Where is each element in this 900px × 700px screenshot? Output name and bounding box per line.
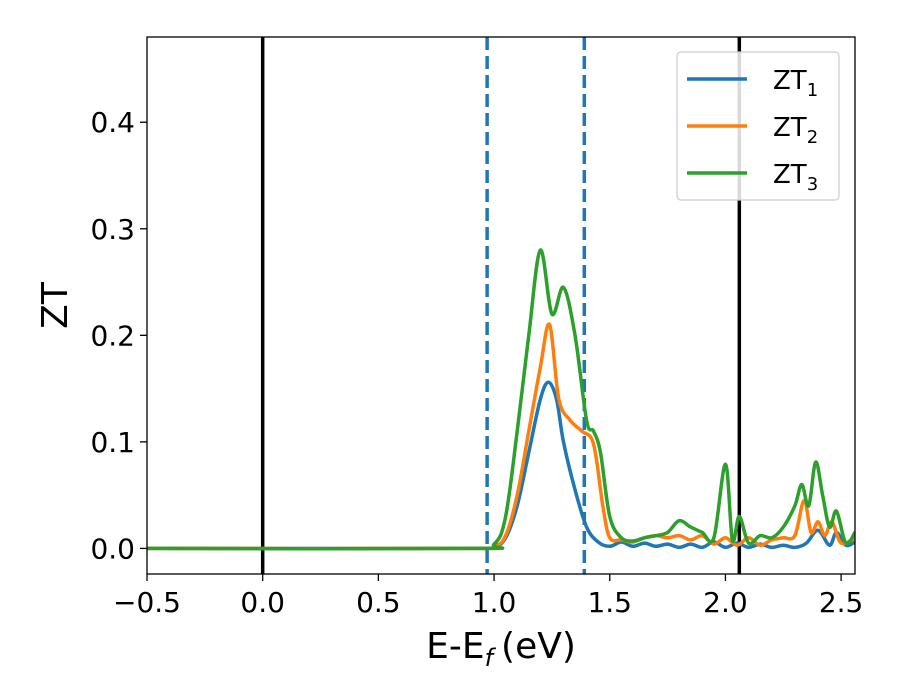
legend-label-zt1: ZT1: [773, 66, 818, 101]
x-tick-label: 2.0: [703, 586, 748, 619]
y-tick-label: 0.0: [90, 532, 135, 565]
vertical-lines: [260, 37, 742, 574]
y-axis-ticks: 0.0 0.1 0.2 0.3 0.4: [90, 106, 147, 565]
y-tick-label: 0.2: [90, 319, 135, 352]
x-tick-label: 0.5: [356, 586, 401, 619]
x-axis-label-sub: f: [485, 644, 497, 672]
legend-label-zt2: ZT2: [773, 113, 818, 148]
legend-label-zt3: ZT3: [773, 160, 818, 195]
y-tick-label: 0.1: [90, 426, 135, 459]
x-axis-label-main: E-E: [426, 626, 484, 667]
x-tick-label: 0.0: [240, 586, 285, 619]
y-tick-label: 0.4: [90, 106, 135, 139]
plot-frame: [146, 36, 856, 575]
legend: ZT1 ZT2 ZT3: [676, 51, 840, 201]
series-line-zt1: [147, 380, 855, 551]
x-axis-label: E-Ef (eV): [426, 626, 576, 672]
x-tick-label: 1.5: [587, 586, 632, 619]
series-group: [147, 248, 855, 551]
x-axis-label-unit: (eV): [501, 626, 576, 667]
x-tick-label: −0.5: [113, 586, 181, 619]
y-axis-label: ZT: [35, 281, 76, 329]
x-tick-label: 2.5: [819, 586, 864, 619]
y-tick-label: 0.3: [90, 213, 135, 246]
series-line-zt2: [147, 322, 855, 551]
series-line-zt3: [147, 248, 855, 551]
legend-box: [676, 51, 840, 201]
x-tick-label: 1.0: [472, 586, 517, 619]
x-axis-ticks: −0.5 0.0 0.5 1.0 1.5 2.0 2.5: [113, 574, 863, 619]
